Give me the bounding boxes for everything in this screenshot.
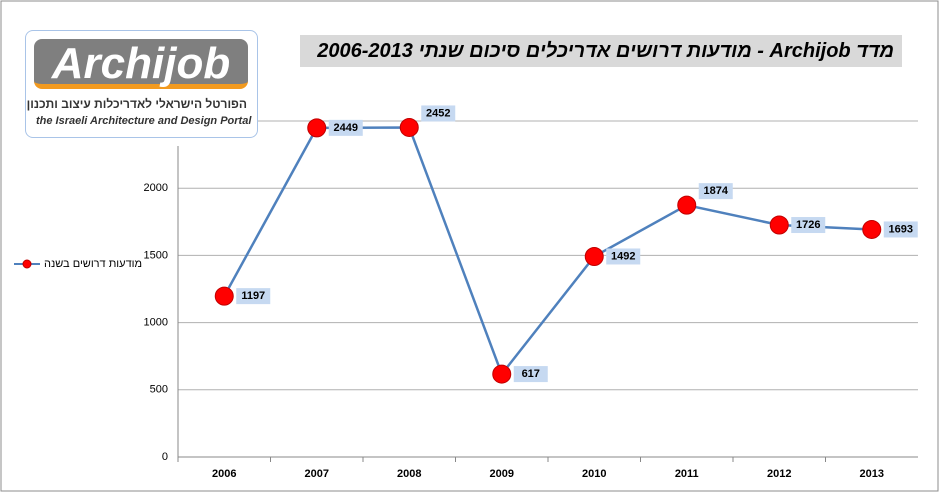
y-tick-label: 500 [150, 384, 168, 396]
marker [677, 195, 697, 215]
legend: מודעות דרושים בשנה [14, 258, 142, 270]
logo-name: Archijob [34, 39, 248, 89]
legend-swatch [14, 259, 40, 269]
marker [214, 286, 234, 306]
value-label-bg [606, 248, 641, 265]
y-tick-label: 2000 [144, 182, 168, 194]
value-label-bg [883, 221, 918, 238]
marker [584, 246, 604, 266]
value-label: 1874 [704, 185, 729, 197]
x-tick-label: 2007 [305, 468, 329, 480]
value-label-bg [698, 183, 733, 200]
value-label: 2449 [334, 122, 358, 134]
logo-tagline-he: הפורטל הישראלי לאדריכלות עיצוב ותכנון [26, 97, 247, 111]
x-tick-label: 2010 [582, 468, 606, 480]
x-tick-label: 2006 [212, 468, 236, 480]
logo: Archijob הפורטל הישראלי לאדריכלות עיצוב … [25, 30, 258, 138]
line [223, 126, 872, 377]
value-label: 2452 [426, 107, 450, 119]
value-label: 617 [522, 368, 540, 380]
x-tick-label: 2011 [675, 468, 699, 480]
value-label-bg [791, 217, 826, 234]
marker [307, 118, 327, 138]
x-tick-label: 2008 [397, 468, 421, 480]
chart-title: מדד Archijob - מודעות דרושים אדריכלים סי… [300, 35, 902, 67]
y-tick-label: 1000 [144, 317, 168, 329]
value-label-bg [236, 288, 271, 305]
marker [769, 215, 789, 235]
logo-tagline-en: the Israeli Architecture and Design Port… [36, 115, 252, 127]
value-label: 1693 [889, 223, 913, 235]
value-label: 1197 [241, 290, 265, 302]
value-label: 1726 [796, 219, 820, 231]
y-tick-label: 0 [162, 451, 168, 463]
value-label: 1492 [611, 250, 635, 262]
marker [399, 117, 419, 137]
x-tick-label: 2012 [767, 468, 791, 480]
x-tick-label: 2013 [860, 468, 884, 480]
y-tick-label: 1500 [144, 249, 168, 261]
x-tick-label: 2009 [490, 468, 514, 480]
value-label-bg [328, 119, 363, 136]
value-label-bg [421, 105, 456, 122]
marker [492, 364, 512, 384]
legend-label: מודעות דרושים בשנה [44, 258, 143, 270]
value-label-bg [513, 366, 548, 383]
marker [862, 219, 882, 239]
